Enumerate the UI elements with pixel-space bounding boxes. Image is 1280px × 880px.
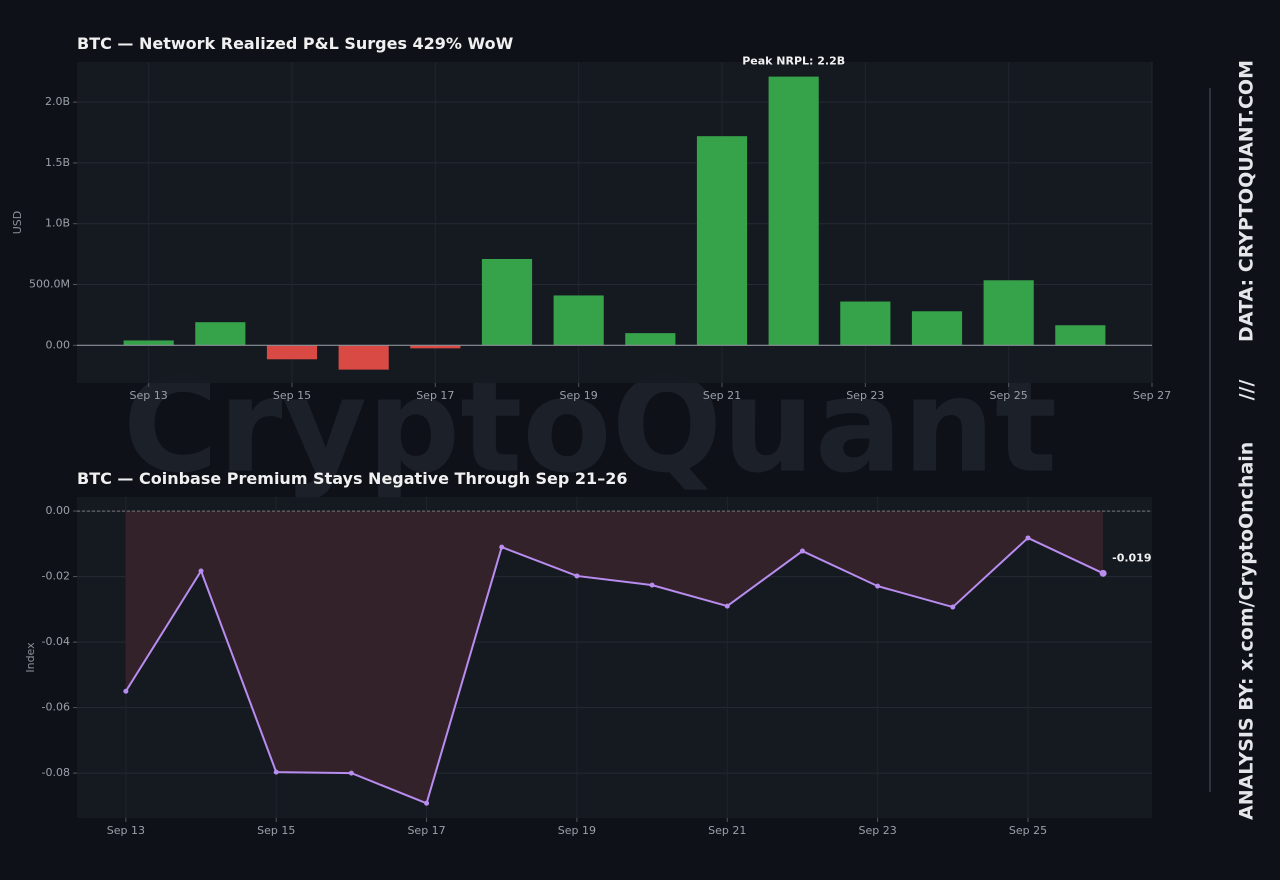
point — [123, 688, 129, 694]
chart-title: BTC — Network Realized P&L Surges 429% W… — [77, 34, 514, 53]
y-tick-label: -0.02 — [42, 570, 70, 583]
point — [724, 603, 730, 609]
bar — [266, 345, 318, 360]
y-tick-label: -0.06 — [42, 701, 70, 714]
y-axis-label: Index — [24, 642, 37, 673]
x-tick-label: Sep 23 — [858, 824, 896, 837]
annotation: Peak NRPL: 2.2B — [742, 55, 845, 68]
bar — [983, 280, 1034, 346]
point — [499, 544, 505, 550]
point — [950, 604, 956, 610]
point — [424, 800, 430, 806]
bar — [553, 295, 604, 346]
data-credit: DATA: CRYPTOQUANT.COM — [1236, 60, 1258, 342]
y-tick-label: 500.0M — [29, 278, 70, 291]
x-tick-label: Sep 23 — [846, 389, 884, 402]
bar — [911, 311, 963, 346]
y-tick-label: 1.0B — [45, 217, 70, 230]
x-tick-label: Sep 27 — [1133, 389, 1171, 402]
chart: BTC — Network Realized P&L Surges 429% W… — [11, 34, 1171, 402]
point — [875, 583, 881, 589]
point — [799, 548, 805, 554]
chart-title: BTC — Coinbase Premium Stays Negative Th… — [77, 469, 627, 488]
bar — [1055, 325, 1106, 346]
y-axis-label: USD — [11, 211, 24, 235]
bar — [840, 301, 891, 346]
x-tick-label: Sep 19 — [560, 389, 598, 402]
point — [649, 582, 655, 588]
point — [198, 568, 204, 574]
credits: ANALYSIS BY: x.com/CryptoOnchain /// DAT… — [1236, 60, 1258, 820]
line — [125, 536, 1104, 805]
y-tick-label: -0.08 — [42, 766, 70, 779]
x-tick-label: Sep 21 — [708, 824, 746, 837]
y-tick-label: 0.00 — [46, 504, 71, 517]
analysis-credit: ANALYSIS BY: x.com/CryptoOnchain — [1236, 442, 1258, 820]
x-tick-label: Sep 17 — [407, 824, 445, 837]
bar — [481, 258, 533, 346]
point — [1025, 535, 1031, 541]
point — [1099, 569, 1107, 577]
annotation: -0.019 — [1112, 551, 1151, 564]
bar — [768, 76, 819, 346]
point — [273, 769, 279, 775]
chart: BTC — Coinbase Premium Stays Negative Th… — [24, 469, 1152, 837]
bar — [123, 340, 174, 346]
y-tick-label: -0.04 — [42, 635, 70, 648]
x-tick-label: Sep 25 — [1009, 824, 1047, 837]
bar — [625, 333, 676, 346]
y-tick-label: 0.00 — [46, 338, 71, 351]
x-tick-label: Sep 13 — [130, 389, 168, 402]
bar — [338, 345, 389, 370]
bar — [410, 345, 461, 349]
x-tick-label: Sep 21 — [703, 389, 741, 402]
x-tick-label: Sep 17 — [416, 389, 454, 402]
point — [348, 770, 354, 776]
separator: /// — [1236, 380, 1258, 401]
x-tick-label: Sep 15 — [257, 824, 295, 837]
point — [574, 573, 580, 579]
x-tick-label: Sep 13 — [107, 824, 145, 837]
x-tick-label: Sep 25 — [990, 389, 1028, 402]
bar — [195, 322, 246, 346]
y-tick-label: 1.5B — [45, 156, 70, 169]
y-tick-label: 2.0B — [45, 95, 70, 108]
area — [125, 511, 1104, 804]
plot-area — [77, 62, 1152, 383]
x-tick-label: Sep 15 — [273, 389, 311, 402]
x-tick-label: Sep 19 — [558, 824, 596, 837]
bar — [696, 136, 748, 346]
